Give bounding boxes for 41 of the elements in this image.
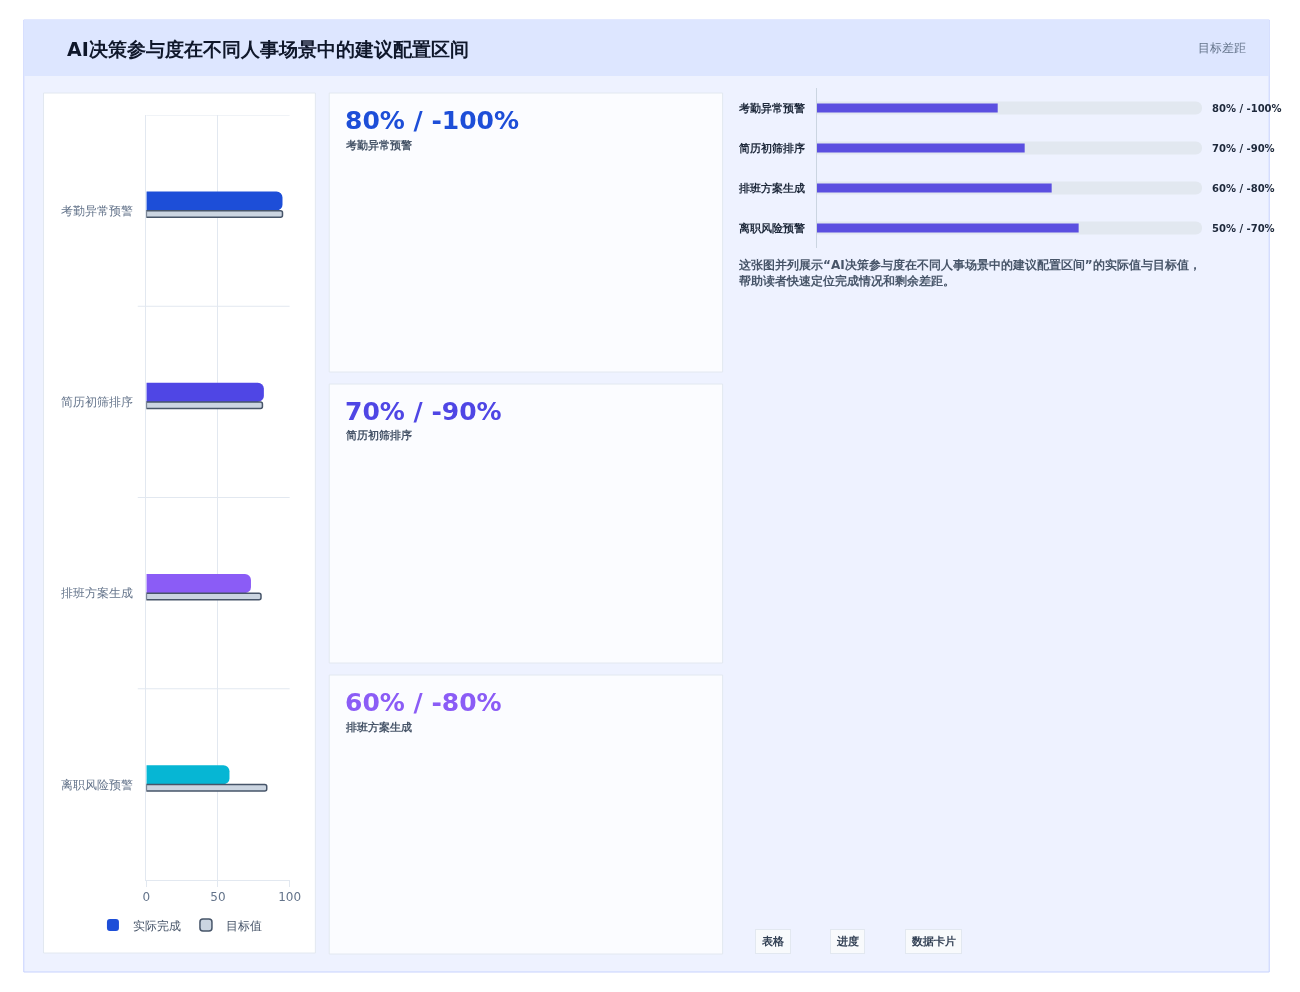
- text: 60% / -80%: [1212, 183, 1275, 194]
- y-tick-label: 排班方案生成: [738, 181, 806, 195]
- text: 60% / -80%: [345, 688, 502, 717]
- bar: [146, 783, 268, 792]
- text: 70% / -90%: [345, 397, 502, 426]
- text: 排班方案生成: [345, 721, 412, 734]
- bar: [816, 223, 1079, 233]
- bar: [146, 401, 264, 410]
- x-tick-label: 0: [142, 890, 151, 905]
- bar: [146, 209, 284, 219]
- legend-label: 目标值: [225, 918, 262, 933]
- bar: [146, 592, 262, 601]
- y-tick-label: 排班方案生成: [60, 586, 133, 601]
- bar: [146, 574, 251, 594]
- text: 80% / -100%: [345, 106, 519, 135]
- text: 目标差距: [1198, 41, 1246, 55]
- text: 这张图并列展示“AI决策参与度在不同人事场景中的建议配置区间”的实际值与目标值，帮助读者快速定位完成情况和剩余差距。: [738, 258, 1201, 288]
- chart-title: AI决策参与度在不同人事场景中的建议配置区间: [67, 38, 469, 60]
- text: 进度: [836, 935, 859, 948]
- text: 50% / -70%: [1212, 223, 1275, 234]
- y-tick-label: 简历初筛排序: [738, 141, 806, 155]
- x-tick-label: 50: [210, 890, 226, 905]
- y-tick-label: 离职风险预警: [738, 221, 806, 235]
- text: 80% / -100%: [1212, 103, 1282, 114]
- text: 70% / -90%: [1212, 143, 1275, 154]
- text: 表格: [761, 935, 785, 948]
- text: 数据卡片: [911, 935, 956, 948]
- bar: [816, 143, 1025, 153]
- bar: [816, 103, 998, 113]
- y-tick-label: 简历初筛排序: [60, 395, 133, 410]
- x-tick-label: 100: [278, 890, 302, 905]
- bar: [816, 183, 1052, 193]
- y-tick-label: 考勤异常预警: [60, 203, 133, 218]
- legend-label: 实际完成: [132, 918, 181, 933]
- text: 考勤异常预警: [345, 139, 412, 152]
- bar: [146, 191, 283, 211]
- bar: [146, 382, 264, 402]
- text: 简历初筛排序: [345, 429, 412, 442]
- y-tick-label: 考勤异常预警: [738, 101, 806, 115]
- y-tick-label: 离职风险预警: [60, 777, 133, 792]
- bar: [146, 765, 230, 785]
